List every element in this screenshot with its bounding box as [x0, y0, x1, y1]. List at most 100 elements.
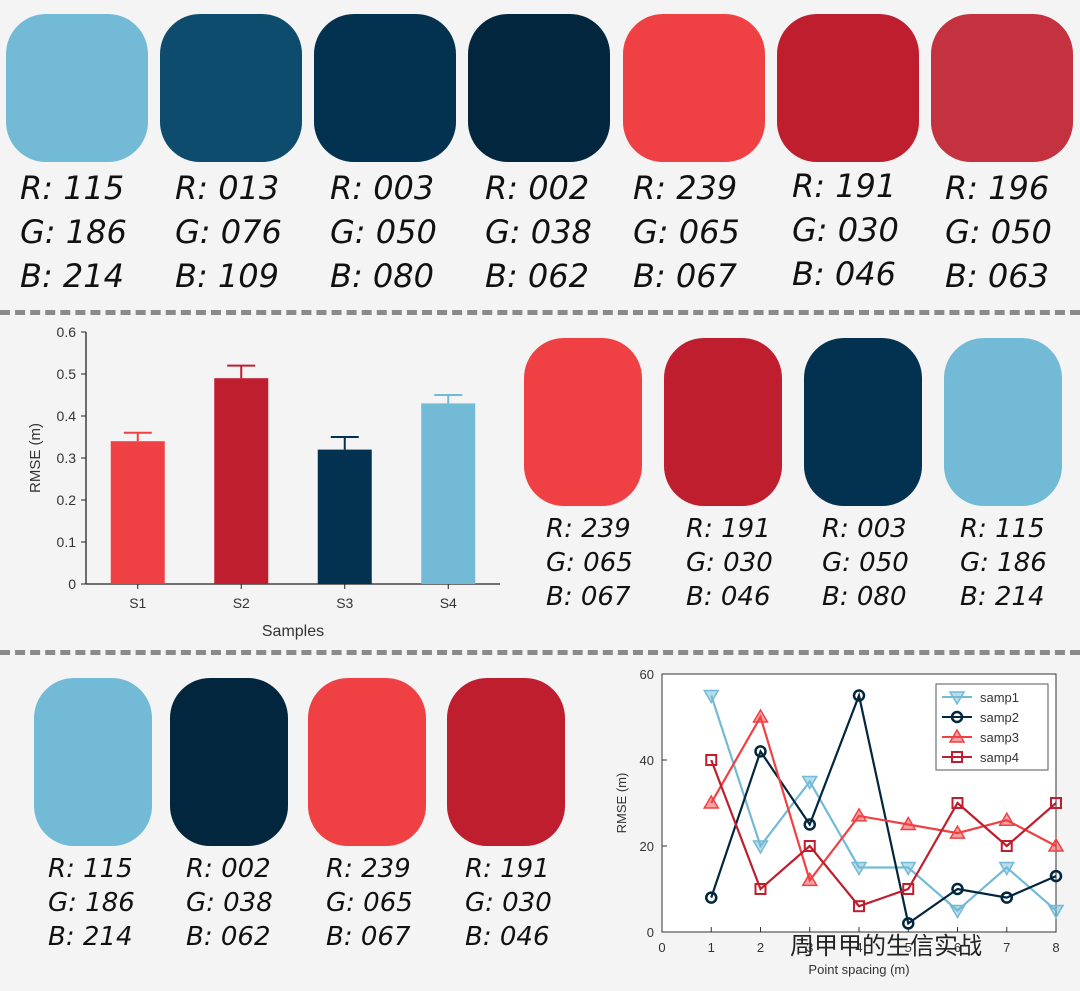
swatch-6: [777, 14, 919, 162]
point-samp4: [1050, 797, 1062, 809]
bar-chart: 0 0.1 0.2 0.3 0.4 0.5 0.6 S1 S2 S3 S4 Samples RMSE (…: [27, 324, 500, 640]
point-samp4: [803, 840, 816, 852]
bar-y-tick-label: 0.1: [57, 534, 77, 550]
line-y-axis-label: RMSE (m): [614, 773, 629, 834]
rgb-label-11: R: 115 G: 186 B: 214: [960, 514, 1047, 612]
point-samp1: [801, 775, 819, 790]
bar-S4: [421, 403, 476, 584]
bar-S1: [110, 441, 165, 584]
rgb-label-4: R: 002 G: 038 B: 062: [485, 169, 592, 295]
swatch-14: [308, 678, 426, 846]
point-samp3: [850, 807, 868, 822]
swatch-7: [931, 14, 1073, 162]
legend-label: samp1: [980, 690, 1019, 705]
legend-marker: [948, 691, 966, 706]
bar-S3: [317, 449, 372, 584]
rgb-label-2: R: 013 G: 076 B: 109: [175, 169, 282, 295]
point-samp4: [754, 883, 767, 895]
point-samp3: [949, 824, 966, 839]
swatch-3: [314, 14, 456, 162]
bar-y-tick-label: 0: [68, 576, 76, 592]
legend-marker: [950, 710, 964, 724]
point-samp4: [902, 883, 915, 895]
point-samp2: [1000, 891, 1013, 904]
rgb-label-8: R: 239 G: 065 B: 067: [546, 514, 633, 612]
bar-y-tick-label: 0.2: [57, 492, 77, 508]
point-samp2: [902, 917, 915, 930]
series-samp3: [702, 708, 1065, 887]
point-samp3: [899, 816, 917, 831]
bar-y-tick-label: 0.5: [57, 366, 77, 382]
rgb-label-10: R: 003 G: 050 B: 080: [822, 514, 909, 612]
line-y-tick-label: 60: [640, 667, 654, 682]
rgb-label-5: R: 239 G: 065 B: 067: [633, 169, 740, 295]
legend-label: samp3: [980, 730, 1019, 745]
point-samp1: [949, 904, 966, 919]
legend: samp1 samp2 samp3 samp4: [935, 683, 1049, 771]
point-samp2: [1049, 869, 1063, 883]
bar-y-tick-label: 0.6: [57, 324, 77, 340]
bar-y-tick-label: 0.3: [57, 450, 77, 466]
watermark-text: 周甲甲的生信实战: [790, 932, 982, 960]
line-x-tick-label: 8: [1052, 940, 1059, 955]
bar-x-tick-label: S4: [440, 595, 457, 611]
point-samp2: [803, 818, 816, 831]
series-samp4: [705, 754, 1062, 913]
rgb-label-14: R: 239 G: 065 B: 067: [326, 854, 413, 952]
legend-label: samp2: [980, 710, 1019, 725]
point-samp2: [852, 689, 866, 702]
line-chart: 0 20 40 60 0 1 2 3 4 5 6 7 8 Point spacing (m) RMSE (m…: [614, 667, 1065, 977]
series-samp1: [702, 689, 1065, 919]
bar-y-axis-label: RMSE (m): [27, 423, 44, 493]
swatch-15: [447, 678, 565, 846]
legend-label: samp4: [980, 750, 1019, 765]
swatch-10: [804, 338, 922, 506]
bar-x-axis-label: Samples: [262, 623, 324, 640]
legend-marker: [948, 728, 966, 743]
bar-S2: [214, 378, 269, 584]
series-samp2: [705, 689, 1063, 930]
swatch-2: [160, 14, 302, 162]
rgb-label-13: R: 002 G: 038 B: 062: [186, 854, 273, 952]
point-samp1: [752, 840, 769, 855]
point-samp2: [705, 891, 718, 904]
line-y-tick-label: 40: [640, 753, 654, 768]
point-samp3: [801, 871, 819, 887]
line-x-tick-label: 0: [658, 940, 665, 955]
point-samp4: [853, 900, 865, 913]
rgb-label-9: R: 191 G: 030 B: 046: [686, 514, 773, 612]
swatch-12: [34, 678, 152, 846]
rgb-label-1: R: 115 G: 186 B: 214: [20, 169, 127, 295]
rgb-label-6: R: 191 G: 030 B: 046: [792, 167, 899, 293]
point-samp1: [850, 861, 868, 876]
bar-y-tick-label: 0.4: [57, 408, 77, 424]
point-samp4: [951, 797, 964, 809]
point-samp1: [702, 689, 720, 704]
point-samp2: [951, 882, 964, 896]
swatch-8: [524, 338, 642, 506]
bar-x-tick-label: S3: [336, 595, 353, 611]
rgb-label-15: R: 191 G: 030 B: 046: [465, 854, 552, 952]
line-y-tick-label: 0: [647, 925, 654, 940]
line-x-tick-label: 7: [1003, 940, 1010, 955]
point-samp1: [899, 861, 917, 876]
point-samp1: [998, 861, 1016, 876]
line-x-tick-label: 5: [905, 940, 912, 955]
swatch-4: [468, 14, 610, 162]
bar-x-tick-label: S1: [129, 595, 146, 611]
line-samp1: [710, 695, 1057, 912]
point-samp4: [705, 754, 718, 766]
line-x-axis-label: Point spacing (m): [808, 962, 909, 977]
rgb-label-7: R: 196 G: 050 B: 063: [945, 169, 1052, 295]
line-x-tick-label: 2: [757, 940, 764, 955]
swatch-1: [6, 14, 148, 162]
line-x-tick-label: 3: [806, 940, 813, 955]
line-samp4: [710, 759, 1057, 908]
point-samp3: [998, 811, 1016, 826]
line-x-tick-label: 4: [855, 940, 862, 955]
swatch-13: [170, 678, 288, 846]
bar-x-tick-label: S2: [233, 595, 250, 611]
divider-2: [0, 650, 1080, 655]
point-samp1: [1047, 904, 1065, 919]
swatch-9: [664, 338, 782, 506]
